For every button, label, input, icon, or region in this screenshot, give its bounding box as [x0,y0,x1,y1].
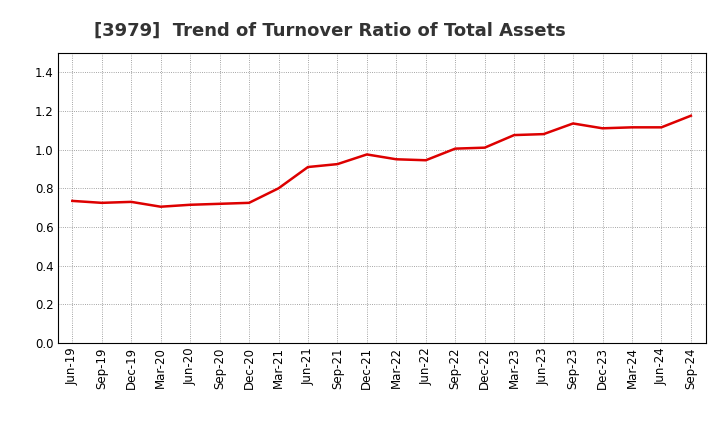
Text: [3979]  Trend of Turnover Ratio of Total Assets: [3979] Trend of Turnover Ratio of Total … [94,22,565,40]
